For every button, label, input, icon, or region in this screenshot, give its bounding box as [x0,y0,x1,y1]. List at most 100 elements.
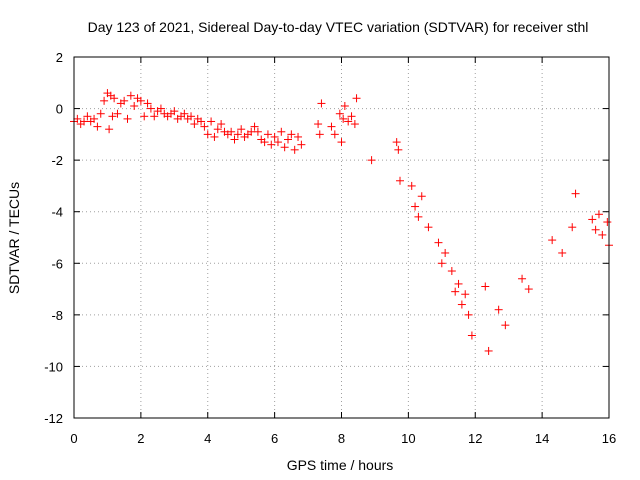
data-point [73,114,82,123]
data-point [180,109,189,118]
y-tick-label: -4 [51,205,63,220]
data-point [464,310,473,319]
chart-title: Day 123 of 2021, Sidereal Day-to-day VTE… [88,19,589,35]
data-point [337,138,346,147]
data-point [524,285,533,294]
plot-frame [73,56,610,419]
data-point [518,274,527,283]
x-tick-label: 12 [468,431,482,446]
y-tick-label: -12 [44,411,63,426]
data-point [277,127,286,136]
data-point [297,140,306,149]
data-point [315,130,324,139]
data-point [344,117,353,126]
data-point [140,112,149,121]
data-point [347,112,356,121]
data-point [451,287,460,296]
data-point [203,130,212,139]
data-point [280,143,289,152]
data-point [150,112,159,121]
data-point [80,117,89,126]
y-tick-label: -8 [51,308,63,323]
grid-lines [74,57,609,418]
data-point [501,321,510,330]
data-point [233,130,242,139]
data-point [136,96,145,105]
data-point [294,132,303,141]
data-point [494,305,503,314]
data-point [352,94,361,103]
data-point [437,259,446,268]
data-point [457,300,466,309]
data-point [270,132,279,141]
data-point [123,114,132,123]
data-point [461,290,470,299]
data-point [394,145,403,154]
data-point [263,130,272,139]
data-point [340,101,349,110]
data-point [210,132,219,141]
data-point [407,181,416,190]
data-point [411,202,420,211]
x-tick-label: 14 [535,431,549,446]
data-point [424,223,433,232]
data-point [571,189,580,198]
x-tick-label: 16 [602,431,616,446]
data-point [317,99,326,108]
data-point [237,125,246,134]
data-point [441,248,450,257]
data-point [83,112,92,121]
data-point [190,120,199,129]
data-point [217,120,226,129]
x-tick-label: 4 [204,431,211,446]
data-point [247,127,256,136]
data-point [120,96,129,105]
data-point [367,156,376,165]
data-point [414,212,423,221]
data-point [568,223,577,232]
data-point [594,210,603,219]
data-point [327,122,336,131]
y-tick-label: -6 [51,256,63,271]
y-tick-label: -2 [51,153,63,168]
data-point [290,145,299,154]
data-point [335,109,344,118]
data-point [93,122,102,131]
data-point [588,215,597,224]
data-point [227,127,236,136]
data-point [146,104,155,113]
data-point [260,138,269,147]
data-point [447,267,456,276]
data-point [156,104,165,113]
y-tick-label: 2 [56,50,63,65]
data-point [339,114,348,123]
data-point [284,135,292,144]
data-point [396,176,405,185]
data-points [70,89,613,355]
data-point [197,117,206,126]
data-point [603,218,612,227]
x-tick-labels: 0 2 4 6 8 10 12 14 16 [70,431,616,446]
data-point [558,248,567,257]
data-point [90,114,99,123]
data-point [96,109,105,118]
x-tick-label: 2 [137,431,144,446]
data-point [467,331,476,340]
data-point [434,238,443,247]
data-point [113,109,122,118]
y-tick-label: 0 [56,102,63,117]
data-point [481,282,490,291]
data-point [330,130,339,139]
data-point [287,130,296,139]
data-point [484,346,493,355]
data-point [392,138,401,147]
data-point [548,236,557,245]
x-tick-label: 6 [271,431,278,446]
data-point [187,112,196,121]
y-tick-labels: 2 0 -2 -4 -6 -8 -10 -12 [44,50,63,426]
data-point [110,94,119,103]
data-point [200,122,209,131]
x-tick-label: 10 [401,431,415,446]
data-point [267,140,276,149]
